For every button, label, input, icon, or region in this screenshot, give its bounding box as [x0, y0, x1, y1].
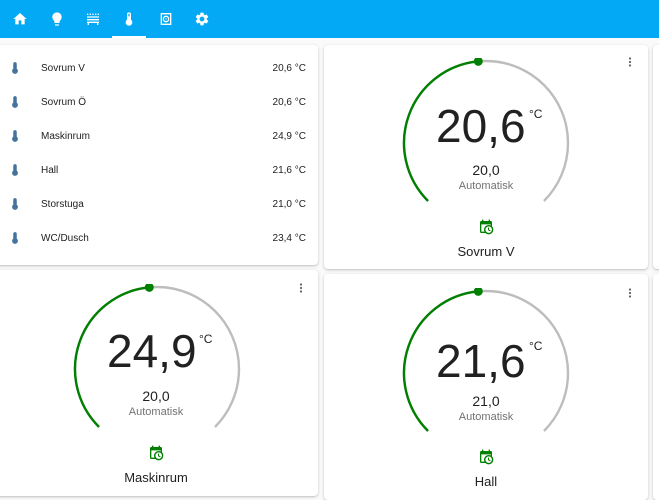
thermostat-dial[interactable]: [401, 58, 571, 228]
dial-active-arc: [73, 286, 150, 428]
tab-home[interactable]: [3, 0, 37, 38]
thermometer-icon: [8, 195, 22, 213]
card-title: Sovrum V: [457, 244, 515, 259]
thermostat-card-partial: [653, 45, 659, 269]
card-title: Hall: [474, 474, 498, 489]
setpoint-handle[interactable]: [144, 284, 154, 292]
hvac-mode: Automatisk: [458, 180, 514, 192]
thermostat-dial[interactable]: [401, 288, 571, 458]
thermostat-card-partial: [653, 274, 659, 500]
entity-state: 24,9 °C: [272, 130, 306, 142]
list-item[interactable]: Hall 21,6 °C: [0, 153, 318, 187]
entity-state: 21,6 °C: [272, 164, 306, 176]
list-item[interactable]: Sovrum V 20,6 °C: [0, 51, 318, 85]
tab-speaker[interactable]: [149, 0, 183, 38]
more-vert-icon[interactable]: [295, 280, 307, 296]
more-vert-icon[interactable]: [624, 285, 636, 301]
calendar-clock-icon[interactable]: [478, 449, 494, 465]
thermometer-icon: [8, 127, 22, 145]
thermometer-icon: [8, 161, 22, 179]
setpoint-handle[interactable]: [473, 58, 483, 66]
entity-state: 20,6 °C: [272, 96, 306, 108]
entity-state: 23,4 °C: [272, 232, 306, 244]
entity-name: Maskinrum: [41, 130, 90, 142]
list-item[interactable]: WC/Dusch 23,4 °C: [0, 221, 318, 255]
current-temperature: 20,6: [436, 100, 526, 152]
entity-name: WC/Dusch: [41, 232, 89, 244]
radiator-icon: [87, 13, 99, 25]
list-item[interactable]: Maskinrum 24,9 °C: [0, 119, 318, 153]
thermostat-card-sovrum-v: 20,6 °C 20,0 Automatisk Sovrum V: [324, 45, 648, 269]
entity-name: Storstuga: [41, 198, 84, 210]
thermometer-icon: [125, 12, 133, 26]
current-temperature: 21,6: [436, 335, 526, 387]
calendar-clock-icon[interactable]: [148, 445, 164, 461]
thermostat-card-hall: 21,6 °C 21,0 Automatisk Hall: [324, 274, 648, 500]
top-toolbar: [0, 0, 659, 38]
lightbulb-icon: [52, 12, 62, 26]
entity-state: 20,6 °C: [272, 62, 306, 74]
thermometer-icon: [8, 93, 22, 111]
entity-name: Hall: [41, 164, 59, 176]
thermometer-icon: [8, 229, 22, 247]
temperature-unit: °C: [529, 339, 543, 353]
speaker-icon: [160, 13, 172, 25]
more-vert-icon[interactable]: [624, 54, 636, 70]
entity-name: Sovrum V: [41, 62, 85, 74]
target-temperature: 20,0: [472, 162, 500, 178]
thermostat-dial[interactable]: [72, 284, 242, 454]
card-title: Maskinrum: [124, 470, 188, 485]
temperature-unit: °C: [529, 107, 543, 121]
list-item[interactable]: Sovrum Ö 20,6 °C: [0, 85, 318, 119]
temperature-unit: °C: [199, 332, 213, 346]
hvac-mode: Automatisk: [458, 411, 514, 423]
tab-heating[interactable]: [76, 0, 110, 38]
tab-temperature[interactable]: [112, 0, 146, 38]
gear-icon: [195, 12, 209, 26]
list-item[interactable]: Storstuga 21,0 °C: [0, 187, 318, 221]
current-temperature: 24,9: [107, 325, 197, 377]
hvac-mode: Automatisk: [128, 406, 184, 418]
target-temperature: 20,0: [142, 388, 170, 404]
thermometer-icon: [8, 59, 22, 77]
home-icon: [13, 13, 27, 25]
entity-name: Sovrum Ö: [41, 96, 87, 108]
dial-active-arc: [402, 60, 479, 202]
entity-state: 21,0 °C: [272, 198, 306, 210]
target-temperature: 21,0: [472, 393, 500, 409]
tab-settings[interactable]: [185, 0, 219, 38]
dial-active-arc: [402, 290, 479, 432]
entities-card: Sovrum V 20,6 °C Sovrum Ö 20,6 °C Maskin…: [0, 45, 318, 265]
calendar-clock-icon[interactable]: [478, 219, 494, 235]
setpoint-handle[interactable]: [473, 288, 483, 296]
tab-lights[interactable]: [40, 0, 74, 38]
thermostat-card-maskinrum: 24,9 °C 20,0 Automatisk Maskinrum: [0, 270, 318, 496]
